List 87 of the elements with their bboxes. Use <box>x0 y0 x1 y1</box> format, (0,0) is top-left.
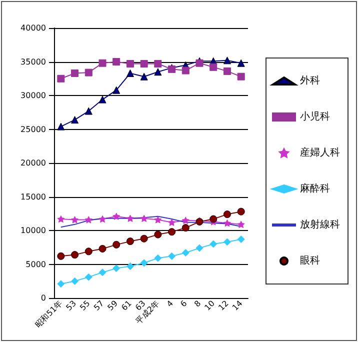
point <box>210 63 218 71</box>
x-tick-label: 6 <box>178 298 189 309</box>
x-tick-label: 61 <box>120 298 134 312</box>
legend-label: 麻酔科 <box>300 182 330 194</box>
point <box>237 72 245 80</box>
point <box>112 212 120 220</box>
point <box>71 251 79 259</box>
legend-label: 小児科 <box>300 110 330 122</box>
point <box>140 60 148 68</box>
point <box>237 220 245 228</box>
point <box>154 216 162 224</box>
point <box>126 238 134 246</box>
x-tick-label: 59 <box>106 298 120 312</box>
point <box>126 69 134 77</box>
point <box>154 60 162 68</box>
point <box>223 219 231 227</box>
point <box>57 215 65 223</box>
point <box>84 273 92 281</box>
y-tick-label: 5000 <box>26 260 46 269</box>
point <box>71 116 79 124</box>
point <box>154 254 162 262</box>
point <box>237 59 245 67</box>
point <box>168 218 176 226</box>
point <box>126 262 134 270</box>
x-tick-label: 8 <box>192 298 203 309</box>
point <box>57 122 65 130</box>
point <box>237 208 245 216</box>
point <box>140 214 148 222</box>
point <box>126 60 134 68</box>
point <box>223 56 231 64</box>
point <box>140 234 148 242</box>
point <box>196 244 204 252</box>
point <box>237 236 245 244</box>
legend-label: 外科 <box>300 74 320 86</box>
point <box>98 59 106 67</box>
x-tick-label: 14 <box>230 298 244 312</box>
y-tick-label: 30000 <box>20 91 46 100</box>
point <box>71 277 79 285</box>
x-tick-label: 10 <box>202 298 217 312</box>
point <box>210 240 218 248</box>
point <box>223 238 231 246</box>
x-tick-label: 57 <box>92 298 106 312</box>
point <box>182 216 190 224</box>
point <box>112 58 120 66</box>
point <box>182 224 190 232</box>
point <box>182 66 190 74</box>
point <box>84 68 92 76</box>
point <box>223 210 231 218</box>
point <box>168 228 176 236</box>
y-tick-label: 15000 <box>20 192 46 202</box>
y-tick-label: 35000 <box>20 57 46 66</box>
point <box>98 268 106 276</box>
legend-label: 産婦人科 <box>300 146 340 158</box>
point <box>112 86 120 94</box>
point <box>140 72 148 80</box>
point <box>154 230 162 238</box>
point <box>98 96 106 104</box>
y-tick-label: 0 <box>40 294 46 302</box>
point <box>71 69 79 77</box>
point <box>112 240 120 248</box>
point <box>168 252 176 260</box>
legend-label: 眼科 <box>300 254 320 266</box>
x-tick-label: 4 <box>165 298 175 309</box>
point <box>84 216 92 224</box>
point <box>210 215 218 223</box>
legend-label: 放射線科 <box>300 218 340 230</box>
y-tick-label: 20000 <box>20 158 46 168</box>
x-tick-label: 53 <box>64 298 78 312</box>
point <box>182 249 190 257</box>
point <box>57 280 65 288</box>
point <box>223 67 231 75</box>
point <box>84 107 92 115</box>
y-tick-label: 40000 <box>20 24 46 32</box>
y-tick-label: 25000 <box>20 124 46 134</box>
y-tick-label: 10000 <box>20 226 46 235</box>
point <box>126 214 134 222</box>
point <box>98 215 106 223</box>
x-tick-label: 12 <box>216 298 230 312</box>
point <box>154 68 162 76</box>
point <box>98 244 106 252</box>
point <box>112 264 120 272</box>
point <box>57 252 65 260</box>
point <box>140 259 148 267</box>
x-tick-label: 55 <box>78 298 92 312</box>
point <box>84 248 92 256</box>
point <box>71 216 79 224</box>
point <box>57 74 65 82</box>
